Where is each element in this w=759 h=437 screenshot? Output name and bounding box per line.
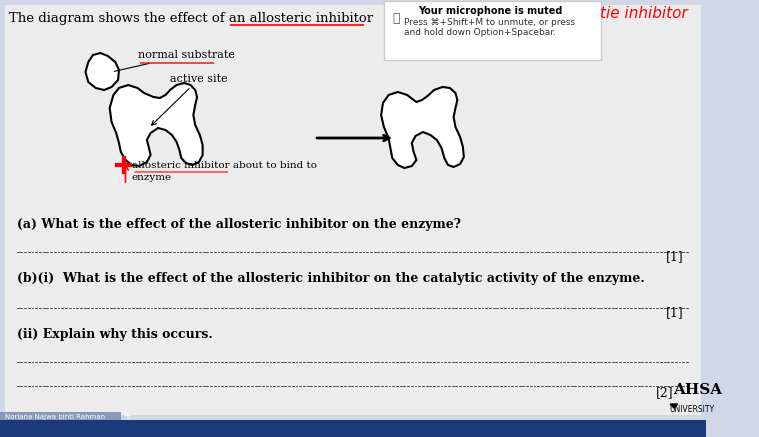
Text: (b)(i)  What is the effect of the allosteric inhibitor on the catalytic activity: (b)(i) What is the effect of the alloste…: [17, 272, 644, 285]
Text: and hold down Option+Spacebar.: and hold down Option+Spacebar.: [405, 28, 556, 37]
Text: tie inhibitor: tie inhibitor: [600, 6, 688, 21]
Text: active site: active site: [152, 74, 228, 125]
Polygon shape: [670, 404, 678, 408]
Text: Noriana Najwa binti Rahman: Noriana Najwa binti Rahman: [5, 414, 105, 420]
Text: [1]: [1]: [666, 306, 683, 319]
Text: normal substrate: normal substrate: [115, 50, 235, 71]
FancyBboxPatch shape: [0, 412, 121, 422]
Text: UNIVERSITY: UNIVERSITY: [669, 405, 714, 414]
Text: allosteric inhibitor about to bind to: allosteric inhibitor about to bind to: [132, 161, 317, 170]
Text: The diagram shows the effect of an allosteric inhibitor: The diagram shows the effect of an allos…: [9, 12, 373, 25]
Text: Your microphone is muted: Your microphone is muted: [418, 6, 562, 16]
Text: (ii) Explain why this occurs.: (ii) Explain why this occurs.: [17, 328, 213, 341]
Text: enzyme: enzyme: [132, 173, 172, 182]
Text: [2]: [2]: [657, 386, 674, 399]
Text: 🔇: 🔇: [392, 12, 400, 25]
Text: Press ⌘+Shift+M to unmute, or press: Press ⌘+Shift+M to unmute, or press: [405, 18, 575, 27]
Polygon shape: [110, 83, 203, 166]
Text: (a) What is the effect of the allosteric inhibitor on the enzyme?: (a) What is the effect of the allosteric…: [17, 218, 461, 231]
Text: +: +: [123, 411, 131, 421]
FancyBboxPatch shape: [5, 5, 701, 415]
Polygon shape: [86, 53, 119, 90]
Polygon shape: [381, 87, 464, 168]
Text: AHSA: AHSA: [673, 383, 722, 397]
FancyBboxPatch shape: [384, 1, 601, 60]
Text: [1]: [1]: [666, 250, 683, 263]
FancyBboxPatch shape: [0, 420, 706, 437]
